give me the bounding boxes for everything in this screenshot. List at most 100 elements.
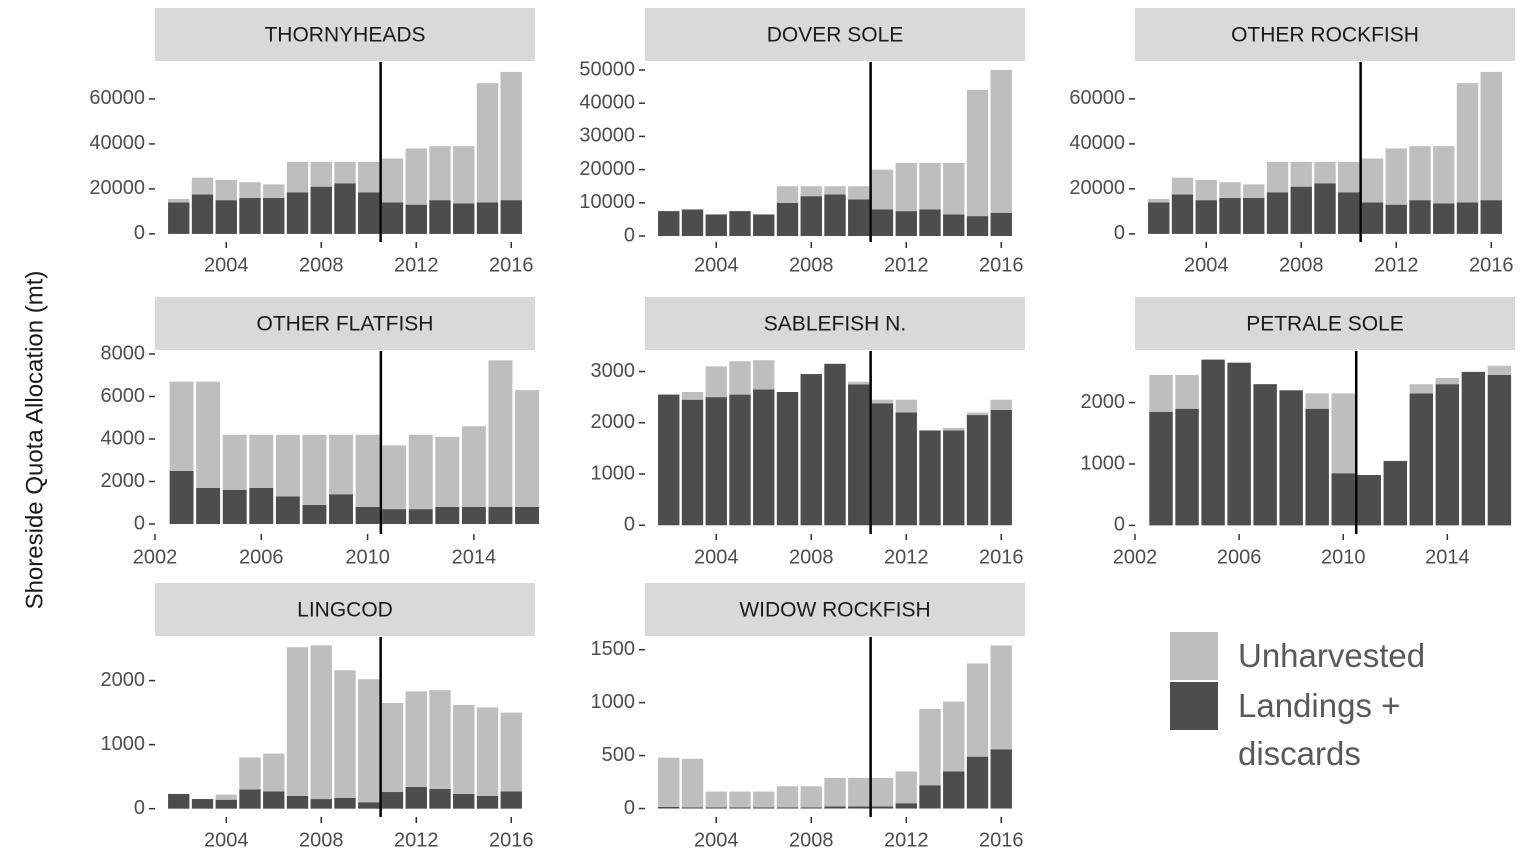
x-tick-label: 2002 xyxy=(1113,546,1158,568)
bar-segment xyxy=(848,186,870,200)
bar-segment xyxy=(705,214,727,237)
bar-segment xyxy=(1201,359,1225,526)
y-tick-label: 10000 xyxy=(579,191,635,213)
y-tick-label: 0 xyxy=(624,514,635,536)
bar-segment xyxy=(681,758,704,808)
bar-segment xyxy=(1279,390,1303,526)
bar-segment xyxy=(286,192,309,234)
bar-segment xyxy=(334,161,356,184)
bar-segment xyxy=(310,645,332,800)
bar-segment xyxy=(753,807,775,809)
bar-segment xyxy=(705,791,727,808)
y-tick-label: 2000 xyxy=(1081,391,1126,413)
bar-segment xyxy=(919,785,941,809)
bar-segment xyxy=(286,161,309,193)
y-tick-label: 30000 xyxy=(579,125,635,147)
bar-segment xyxy=(824,806,846,809)
bar-segment xyxy=(1433,146,1455,204)
bar-segment xyxy=(302,504,327,525)
x-tick-label: 2012 xyxy=(884,546,929,568)
y-tick-label: 50000 xyxy=(579,58,635,80)
bar-segment xyxy=(196,381,221,488)
bar-segment xyxy=(871,209,894,237)
y-tick-label: 0 xyxy=(624,797,635,819)
bar-segment xyxy=(1148,199,1170,203)
bar-segment xyxy=(453,203,475,234)
bar-segment xyxy=(1314,161,1336,184)
bar-segment xyxy=(966,756,989,809)
bar-segment xyxy=(729,791,751,808)
bar-segment xyxy=(1487,365,1512,375)
bar-segment xyxy=(848,199,870,237)
bar-segment xyxy=(776,392,799,526)
bar-segment xyxy=(1175,374,1199,409)
bar-segment xyxy=(1409,200,1431,234)
y-tick-label: 40000 xyxy=(579,91,635,113)
strip xyxy=(155,583,535,636)
strip xyxy=(1135,297,1515,350)
bar-segment xyxy=(895,771,917,804)
bar-segment xyxy=(249,487,274,525)
bar-segment xyxy=(169,381,194,471)
bar-segment xyxy=(1219,197,1241,234)
bar-segment xyxy=(1383,460,1407,526)
bar-segment xyxy=(358,802,380,809)
bar-segment xyxy=(895,211,917,237)
y-tick-label: 2000 xyxy=(101,470,146,492)
bar-segment xyxy=(705,807,727,809)
y-tick-label: 0 xyxy=(624,224,635,246)
bar-segment xyxy=(191,177,214,195)
bar-segment xyxy=(275,496,300,525)
bar-segment xyxy=(310,799,332,809)
bar-segment xyxy=(1243,184,1265,198)
bar-segment xyxy=(1435,378,1460,385)
bar-segment xyxy=(895,803,917,809)
y-tick-label: 500 xyxy=(602,744,635,766)
bar-segment xyxy=(729,211,751,237)
y-tick-label: 3000 xyxy=(591,360,636,382)
bar-segment xyxy=(990,399,1012,410)
y-tick-label: 0 xyxy=(134,797,145,819)
x-tick-label: 2004 xyxy=(1184,254,1229,276)
bar-segment xyxy=(429,788,451,809)
bar-segment xyxy=(476,707,499,796)
bar-segment xyxy=(895,399,917,413)
bar-segment xyxy=(168,793,190,809)
bar-segment xyxy=(919,162,941,210)
y-tick-label: 0 xyxy=(1114,222,1125,244)
bar-segment xyxy=(381,202,404,234)
bar-segment xyxy=(435,436,460,508)
x-tick-label: 2008 xyxy=(789,546,834,568)
bar-segment xyxy=(800,374,822,526)
bar-segment xyxy=(263,791,285,809)
bar-segment xyxy=(263,184,285,198)
bar-segment xyxy=(286,647,309,796)
bar-segment xyxy=(1331,393,1355,474)
x-tick-label: 2004 xyxy=(694,254,739,276)
x-tick-label: 2014 xyxy=(1425,546,1470,568)
bar-segment xyxy=(895,162,917,212)
bar-segment xyxy=(800,196,822,237)
bar-segment xyxy=(1266,192,1289,234)
bar-segment xyxy=(943,427,965,431)
bar-segment xyxy=(358,679,380,803)
bar-segment xyxy=(943,701,965,772)
y-tick-label: 0 xyxy=(134,222,145,244)
bar-segment xyxy=(658,757,680,807)
bar-segment xyxy=(1361,202,1384,234)
bar-segment xyxy=(1409,384,1434,394)
bar-segment xyxy=(1171,194,1194,234)
bar-segment xyxy=(1227,362,1251,526)
bar-segment xyxy=(1338,161,1360,193)
y-tick-label: 40000 xyxy=(1069,132,1125,154)
bar-segment xyxy=(239,757,261,790)
bar-segment xyxy=(310,161,332,187)
x-tick-label: 2004 xyxy=(694,546,739,568)
bar-segment xyxy=(405,786,427,809)
panel-title: OTHER FLATFISH xyxy=(257,313,434,336)
y-tick-label: 0 xyxy=(1114,514,1125,536)
y-tick-label: 1000 xyxy=(591,462,636,484)
bar-segment xyxy=(429,146,451,201)
x-tick-label: 2016 xyxy=(979,829,1024,851)
